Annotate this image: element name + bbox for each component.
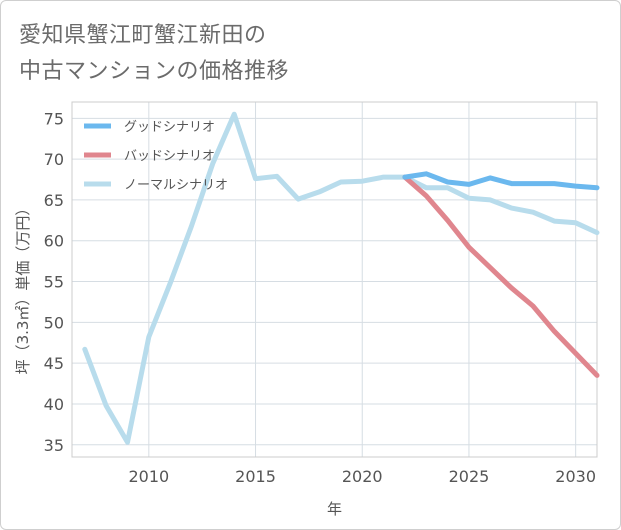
series-lines <box>82 111 600 445</box>
y-axis-label: 坪（3.3㎡）単価（万円） <box>14 201 32 375</box>
plot-area <box>71 101 598 458</box>
legend-label-2: ノーマルシナリオ <box>124 178 228 193</box>
y-tick-label: 70 <box>44 150 64 169</box>
y-tick-label: 50 <box>44 313 64 332</box>
x-tick-label: 2025 <box>449 467 490 486</box>
x-tick-label: 2015 <box>235 467 276 486</box>
chart-title-line-2: 中古マンションの価格推移 <box>19 59 290 84</box>
y-tick-label: 40 <box>44 395 64 414</box>
grid-lines <box>72 102 597 457</box>
y-tick-label: 60 <box>44 232 64 251</box>
y-tick-label: 55 <box>44 273 64 292</box>
x-tick-label: 2010 <box>128 467 169 486</box>
chart-title-line-1: 愛知県蟹江町蟹江新田の <box>19 23 267 48</box>
y-tick-label: 75 <box>44 109 64 128</box>
x-axis-label: 年 <box>327 500 342 518</box>
legend-label-1: バッドシナリオ <box>124 149 215 164</box>
series-line-1 <box>402 174 600 378</box>
series-line-2 <box>82 111 600 445</box>
y-tick-label: 45 <box>44 354 64 373</box>
y-tick-label: 35 <box>44 436 64 455</box>
x-tick-label: 2030 <box>555 467 596 486</box>
series-line-0 <box>402 171 600 191</box>
x-tick-label: 2020 <box>342 467 383 486</box>
y-tick-label: 65 <box>44 191 64 210</box>
legend-label-0: グッドシナリオ <box>124 120 215 135</box>
tick-labels: 2010 2015 2020 2025 2030 35 40 45 50 55 60 65 70 75 <box>44 109 596 486</box>
